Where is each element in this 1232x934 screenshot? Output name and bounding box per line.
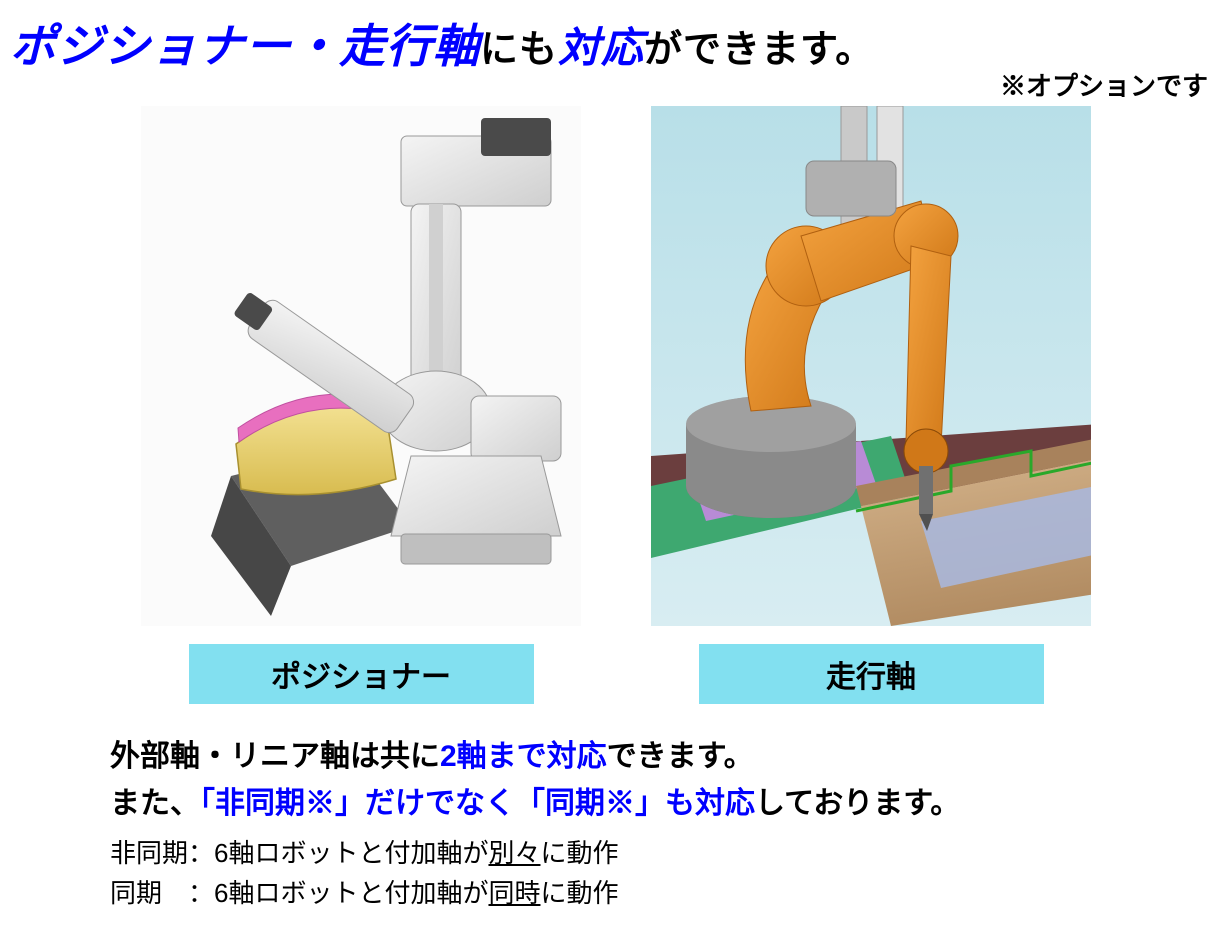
body-line-2: また、「非同期※」だけでなく「同期※」も対応しております。 xyxy=(110,781,1222,828)
def1-b: 別々 xyxy=(488,838,540,868)
title-seg4: ができます。 xyxy=(644,29,874,71)
def2-c: に動作 xyxy=(540,878,618,908)
body-line1-c: できます。 xyxy=(607,740,754,773)
body-line-1: 外部軸・リニア軸は共に2軸まで対応できます。 xyxy=(110,734,1222,781)
def2-b: 同時 xyxy=(488,878,540,908)
figure-right-caption: 走行軸 xyxy=(699,644,1044,704)
figure-right: 走行軸 xyxy=(651,106,1091,704)
def2-a: 同期 ：6軸ロボットと付加軸が xyxy=(110,878,488,908)
body-line1-b: 2軸まで対応 xyxy=(440,740,607,773)
def1-c: に動作 xyxy=(540,838,618,868)
definitions: 非同期：6軸ロボットと付加軸が別々に動作 同期 ：6軸ロボットと付加軸が同時に動… xyxy=(110,833,1222,914)
figure-right-image xyxy=(651,106,1091,626)
option-note: ※オプションです xyxy=(1000,66,1208,103)
body-text: 外部軸・リニア軸は共に2軸まで対応できます。 また、「非同期※」だけでなく「同期… xyxy=(110,734,1222,827)
body-line2-c: しております。 xyxy=(755,787,960,820)
figure-left-image xyxy=(141,106,581,626)
body-line2-b: 「非同期※」だけでなく「同期※」も対応 xyxy=(200,787,755,820)
def1-a: 非同期：6軸ロボットと付加軸が xyxy=(110,838,488,868)
body-line2-a: また、 xyxy=(110,787,200,820)
title-seg2: にも xyxy=(480,29,558,71)
title-seg3: 対応 xyxy=(558,24,644,71)
header: ポジショナー・走行軸にも対応ができます。 ※オプションです xyxy=(10,10,1222,100)
def-sync: 同期 ：6軸ロボットと付加軸が同時に動作 xyxy=(110,873,1222,913)
body-line1-a: 外部軸・リニア軸は共に xyxy=(110,740,440,773)
figures-row: ポジショナー xyxy=(10,106,1222,704)
figure-left: ポジショナー xyxy=(141,106,581,704)
title-seg1: ポジショナー・走行軸 xyxy=(10,20,480,72)
def-async: 非同期：6軸ロボットと付加軸が別々に動作 xyxy=(110,833,1222,873)
figure-left-caption: ポジショナー xyxy=(189,644,534,704)
